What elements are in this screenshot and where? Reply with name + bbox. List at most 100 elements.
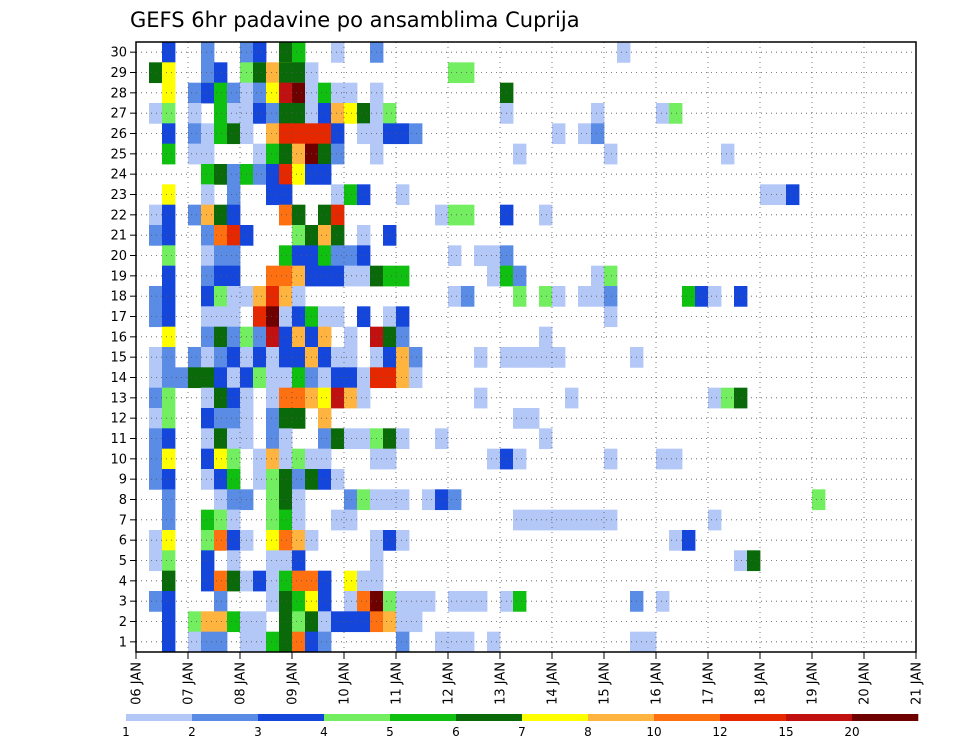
heatmap-cell bbox=[383, 103, 397, 124]
heatmap-cell bbox=[344, 82, 358, 104]
heatmap-cell bbox=[526, 347, 540, 368]
colorbar-level-label: 12 bbox=[712, 725, 727, 739]
heatmap-cell bbox=[279, 611, 293, 633]
heatmap-cell bbox=[162, 509, 176, 531]
heatmap-cell bbox=[253, 469, 267, 490]
x-tick-label: 20 JAN bbox=[858, 662, 873, 705]
heatmap-cell bbox=[344, 265, 358, 287]
colorbar-level-label: 8 bbox=[584, 725, 592, 739]
heatmap-cell bbox=[539, 428, 553, 450]
heatmap-cell bbox=[162, 387, 176, 409]
heatmap-cell bbox=[201, 509, 215, 531]
heatmap-cell bbox=[526, 509, 540, 531]
heatmap-cell bbox=[344, 347, 358, 368]
heatmap-cell bbox=[357, 387, 371, 409]
heatmap-cell bbox=[773, 184, 787, 206]
heatmap-cell bbox=[331, 611, 345, 633]
heatmap-cell bbox=[292, 143, 306, 165]
y-tick-label: 23 bbox=[110, 188, 127, 203]
y-tick-label: 28 bbox=[110, 86, 127, 101]
heatmap-cell bbox=[383, 591, 397, 612]
heatmap-cell bbox=[344, 245, 358, 267]
x-tick-label: 07 JAN bbox=[182, 662, 197, 705]
heatmap-cell bbox=[201, 82, 215, 104]
heatmap-cell bbox=[331, 82, 345, 104]
heatmap-cell bbox=[227, 103, 241, 124]
heatmap-cell bbox=[266, 408, 280, 429]
heatmap-cell bbox=[604, 143, 618, 165]
heatmap-cell bbox=[227, 286, 241, 307]
heatmap-cell bbox=[266, 286, 280, 307]
heatmap-cell bbox=[292, 408, 306, 429]
heatmap-cell bbox=[539, 347, 553, 368]
heatmap-cell bbox=[292, 509, 306, 531]
heatmap-cell bbox=[279, 123, 293, 145]
heatmap-cell bbox=[643, 631, 657, 653]
heatmap-cell bbox=[201, 42, 215, 63]
heatmap-cell bbox=[214, 611, 228, 633]
heatmap-cell bbox=[214, 489, 228, 511]
heatmap-cell bbox=[149, 286, 163, 307]
heatmap-cell bbox=[292, 286, 306, 307]
heatmap-cells bbox=[149, 42, 826, 653]
heatmap-cell bbox=[266, 184, 280, 206]
heatmap-cell bbox=[149, 591, 163, 612]
heatmap-cell bbox=[318, 82, 332, 104]
y-tick-label: 10 bbox=[110, 452, 127, 467]
heatmap-cell bbox=[448, 489, 462, 511]
heatmap-cell bbox=[344, 326, 358, 348]
heatmap-cell bbox=[656, 103, 670, 124]
heatmap-cell bbox=[149, 408, 163, 429]
heatmap-cell bbox=[188, 631, 202, 653]
heatmap-cell bbox=[201, 62, 215, 84]
heatmap-cell bbox=[318, 469, 332, 490]
heatmap-cell bbox=[214, 509, 228, 531]
heatmap-cell bbox=[331, 509, 345, 531]
heatmap-cell bbox=[162, 367, 176, 389]
heatmap-cell bbox=[279, 489, 293, 511]
heatmap-cell bbox=[227, 82, 241, 104]
heatmap-cell bbox=[604, 448, 618, 470]
heatmap-cell bbox=[201, 530, 215, 551]
heatmap-cell bbox=[396, 631, 410, 653]
heatmap-cell bbox=[279, 591, 293, 612]
heatmap-cell bbox=[279, 326, 293, 348]
heatmap-cell bbox=[266, 550, 280, 572]
heatmap-cell bbox=[279, 143, 293, 165]
heatmap-cell bbox=[461, 591, 475, 612]
heatmap-cell bbox=[656, 448, 670, 470]
heatmap-cell bbox=[162, 469, 176, 490]
heatmap-cell bbox=[188, 143, 202, 165]
heatmap-cell bbox=[149, 62, 163, 84]
heatmap-cell bbox=[149, 469, 163, 490]
colorbar-swatch bbox=[720, 714, 787, 721]
heatmap-cell bbox=[253, 164, 267, 185]
heatmap-cell bbox=[708, 286, 722, 307]
heatmap-cell bbox=[292, 306, 306, 328]
heatmap-cell bbox=[201, 204, 215, 226]
heatmap-cell bbox=[149, 367, 163, 389]
heatmap-cell bbox=[253, 570, 267, 592]
heatmap-cell bbox=[201, 225, 215, 246]
heatmap-cell bbox=[734, 387, 748, 409]
heatmap-cell bbox=[344, 489, 358, 511]
y-tick-label: 14 bbox=[110, 371, 127, 386]
y-tick-label: 11 bbox=[110, 432, 127, 447]
colorbar-level-label: 7 bbox=[518, 725, 526, 739]
heatmap-cell bbox=[474, 245, 488, 267]
heatmap-cell bbox=[292, 42, 306, 63]
heatmap-cell bbox=[721, 387, 735, 409]
y-tick-label: 25 bbox=[110, 147, 127, 162]
y-tick-label: 7 bbox=[119, 513, 127, 528]
heatmap-cell bbox=[149, 448, 163, 470]
heatmap-cell bbox=[227, 326, 241, 348]
heatmap-cell bbox=[539, 326, 553, 348]
heatmap-cell bbox=[474, 591, 488, 612]
colorbar-swatch bbox=[390, 714, 457, 721]
heatmap-cell bbox=[318, 103, 332, 124]
colorbar-swatch bbox=[852, 714, 919, 721]
heatmap-cell bbox=[292, 103, 306, 124]
heatmap-cell bbox=[279, 509, 293, 531]
x-tick-label: 18 JAN bbox=[754, 662, 769, 705]
heatmap-cell bbox=[474, 387, 488, 409]
